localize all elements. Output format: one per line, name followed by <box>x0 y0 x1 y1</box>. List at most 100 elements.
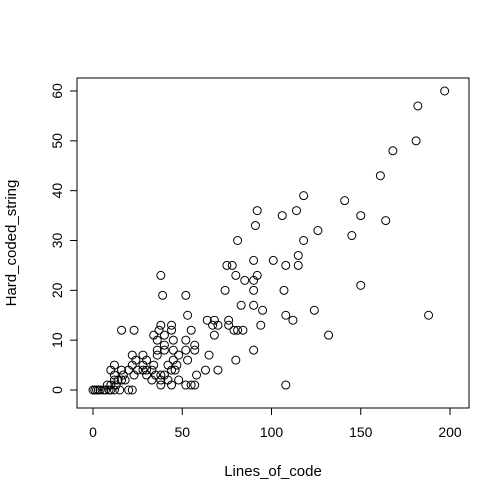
data-point <box>236 300 246 310</box>
data-point <box>159 340 169 350</box>
data-point <box>118 370 128 380</box>
data-point <box>204 350 214 360</box>
data-point <box>250 221 260 231</box>
data-point <box>388 146 398 156</box>
data-point <box>156 320 166 330</box>
data-point <box>249 285 259 295</box>
data-point <box>299 236 309 245</box>
y-axis: 0 10 20 30 40 50 60 <box>49 83 78 394</box>
data-point <box>127 350 137 360</box>
data-point <box>95 385 105 395</box>
data-point <box>313 226 323 236</box>
data-point <box>413 101 423 111</box>
data-point <box>138 350 148 360</box>
data-point <box>252 270 262 280</box>
data-point <box>156 270 166 280</box>
data-point <box>168 345 178 355</box>
data-point <box>309 305 319 315</box>
data-point <box>293 250 303 260</box>
data-point <box>124 385 134 395</box>
data-point <box>288 315 298 325</box>
data-point <box>127 385 137 395</box>
data-point <box>213 365 223 375</box>
data-point <box>252 206 262 216</box>
y-tick-label: 50 <box>49 133 65 149</box>
data-point <box>190 345 200 355</box>
data-point <box>117 375 127 385</box>
y-tick-label: 30 <box>49 233 65 249</box>
data-point <box>200 365 210 375</box>
data-point <box>231 270 241 280</box>
data-point <box>159 345 169 355</box>
data-point <box>149 330 159 340</box>
data-point <box>375 171 385 181</box>
data-point <box>356 211 366 221</box>
data-point <box>170 365 180 375</box>
data-point <box>192 370 202 380</box>
x-tick-label: 0 <box>89 424 97 440</box>
data-point <box>186 325 196 335</box>
data-point <box>163 360 173 370</box>
x-tick-label: 150 <box>349 424 373 440</box>
data-point <box>220 285 230 295</box>
data-point <box>117 365 127 375</box>
data-point <box>102 380 112 390</box>
x-tick-label: 50 <box>174 424 190 440</box>
data-point <box>183 310 193 320</box>
data-point <box>117 325 127 335</box>
data-point <box>281 260 291 270</box>
data-point <box>277 211 287 221</box>
data-point <box>240 275 250 285</box>
data-point <box>147 365 157 375</box>
data-point <box>233 325 243 335</box>
data-point <box>258 305 268 315</box>
data-point <box>120 375 130 385</box>
data-point <box>174 350 184 360</box>
data-point <box>181 380 191 390</box>
data-point <box>138 365 148 375</box>
data-point <box>159 330 169 340</box>
data-point <box>281 310 291 320</box>
data-point <box>381 216 391 226</box>
data-point <box>159 370 169 380</box>
data-point <box>299 191 309 201</box>
data-point <box>208 320 218 330</box>
data-point <box>227 260 237 270</box>
data-point <box>268 255 278 265</box>
data-point <box>181 335 191 345</box>
x-axis: 0 50 100 150 200 <box>89 407 462 440</box>
data-point <box>181 290 191 300</box>
y-tick-label: 10 <box>49 332 65 348</box>
data-point <box>129 325 139 335</box>
data-point <box>347 231 357 241</box>
data-point <box>181 345 191 355</box>
data-point <box>190 380 200 390</box>
y-tick-label: 0 <box>49 386 65 394</box>
data-point <box>209 330 219 340</box>
plot-area-border <box>76 77 470 409</box>
data-point <box>222 260 232 270</box>
data-point <box>152 345 162 355</box>
data-point <box>100 385 110 395</box>
y-tick-label: 20 <box>49 282 65 298</box>
data-point <box>154 325 164 335</box>
data-point <box>186 380 196 390</box>
data-point <box>281 380 291 390</box>
data-point <box>168 355 178 365</box>
data-point <box>174 375 184 385</box>
data-point <box>238 325 248 335</box>
data-point <box>109 375 119 385</box>
data-point <box>249 300 259 310</box>
data-point <box>279 285 289 295</box>
data-point <box>293 260 303 270</box>
data-point <box>224 320 234 330</box>
data-point <box>424 310 434 320</box>
data-point <box>109 360 119 370</box>
x-tick-label: 100 <box>260 424 284 440</box>
data-point <box>183 355 193 365</box>
data-point <box>168 335 178 345</box>
data-point <box>152 350 162 360</box>
data-point <box>202 315 212 325</box>
